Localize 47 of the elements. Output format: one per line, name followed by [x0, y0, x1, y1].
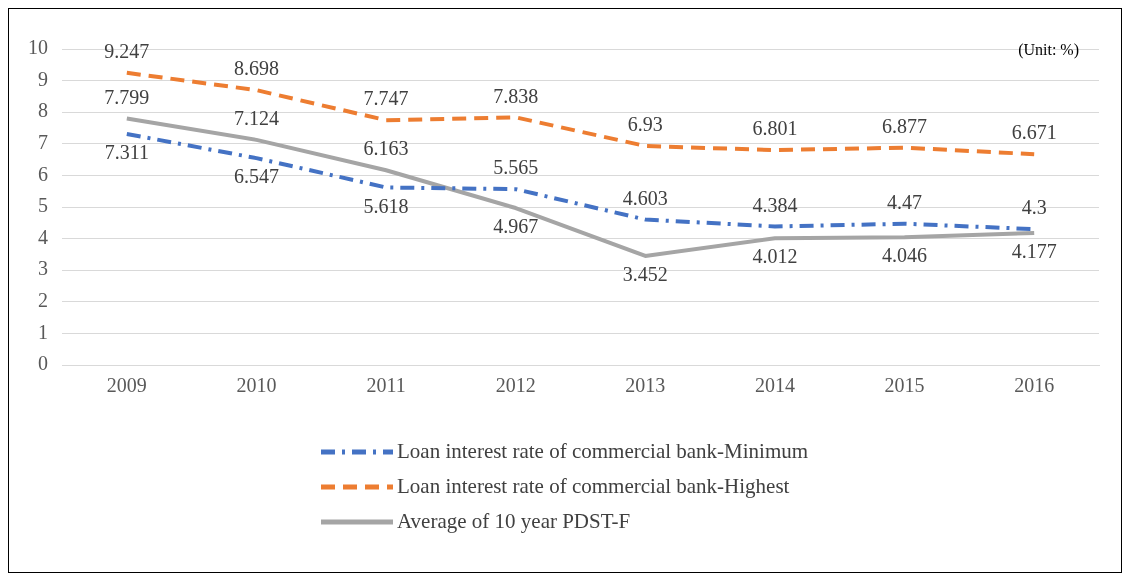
data-label: 6.801	[752, 117, 798, 140]
x-tick-label: 2013	[625, 374, 666, 397]
data-label: 6.93	[627, 113, 663, 136]
x-tick-label: 2015	[884, 374, 925, 397]
data-label: 4.967	[493, 215, 539, 238]
data-label: 4.012	[752, 245, 798, 268]
annotation: (Unit: %)	[1018, 41, 1079, 60]
legend-label: Loan interest rate of commercial bank-Highest	[397, 474, 790, 499]
data-label: 3.452	[622, 263, 668, 286]
data-label: 6.163	[363, 137, 409, 160]
data-label: 4.3	[1021, 196, 1047, 219]
x-tick-label: 2012	[495, 374, 536, 397]
data-label: 9.247	[104, 40, 150, 63]
y-tick-label: 7	[38, 131, 48, 154]
legend-label: Average of 10 year PDST-F	[397, 509, 631, 534]
y-tick-label: 6	[38, 162, 48, 185]
data-label: 7.838	[493, 84, 539, 107]
data-label: 4.47	[887, 191, 923, 213]
x-tick-label: 2011	[366, 374, 406, 397]
data-label: 4.177	[1011, 240, 1057, 263]
data-label: 6.877	[882, 114, 928, 137]
y-tick-label: 0	[38, 352, 48, 375]
data-label: 4.603	[622, 186, 668, 209]
data-label: 7.311	[104, 141, 149, 164]
data-label: 5.565	[493, 156, 539, 179]
y-tick-label: 2	[38, 289, 48, 312]
data-label: 5.618	[363, 194, 409, 217]
legend-label: Loan interest rate of commercial bank-Minimum	[397, 439, 809, 464]
y-tick-label: 3	[38, 257, 48, 280]
y-tick-label: 4	[38, 225, 48, 248]
y-tick-label: 10	[28, 36, 48, 59]
y-tick-label: 1	[38, 320, 48, 343]
x-tick-label: 2016	[1014, 374, 1055, 397]
x-tick-label: 2014	[754, 374, 795, 397]
data-label: 4.384	[752, 193, 798, 216]
data-label: 7.799	[104, 85, 150, 108]
data-label: 6.547	[233, 165, 279, 188]
data-label: 6.671	[1011, 121, 1057, 144]
x-tick-label: 2010	[236, 374, 277, 397]
y-tick-label: 8	[38, 99, 48, 122]
y-tick-label: 5	[38, 194, 48, 217]
data-label: 7.124	[233, 107, 279, 130]
x-tick-label: 2009	[106, 374, 147, 397]
data-label: 8.698	[233, 57, 279, 80]
data-label: 7.747	[363, 87, 409, 110]
y-tick-label: 9	[38, 67, 48, 90]
data-label: 4.046	[882, 244, 928, 267]
